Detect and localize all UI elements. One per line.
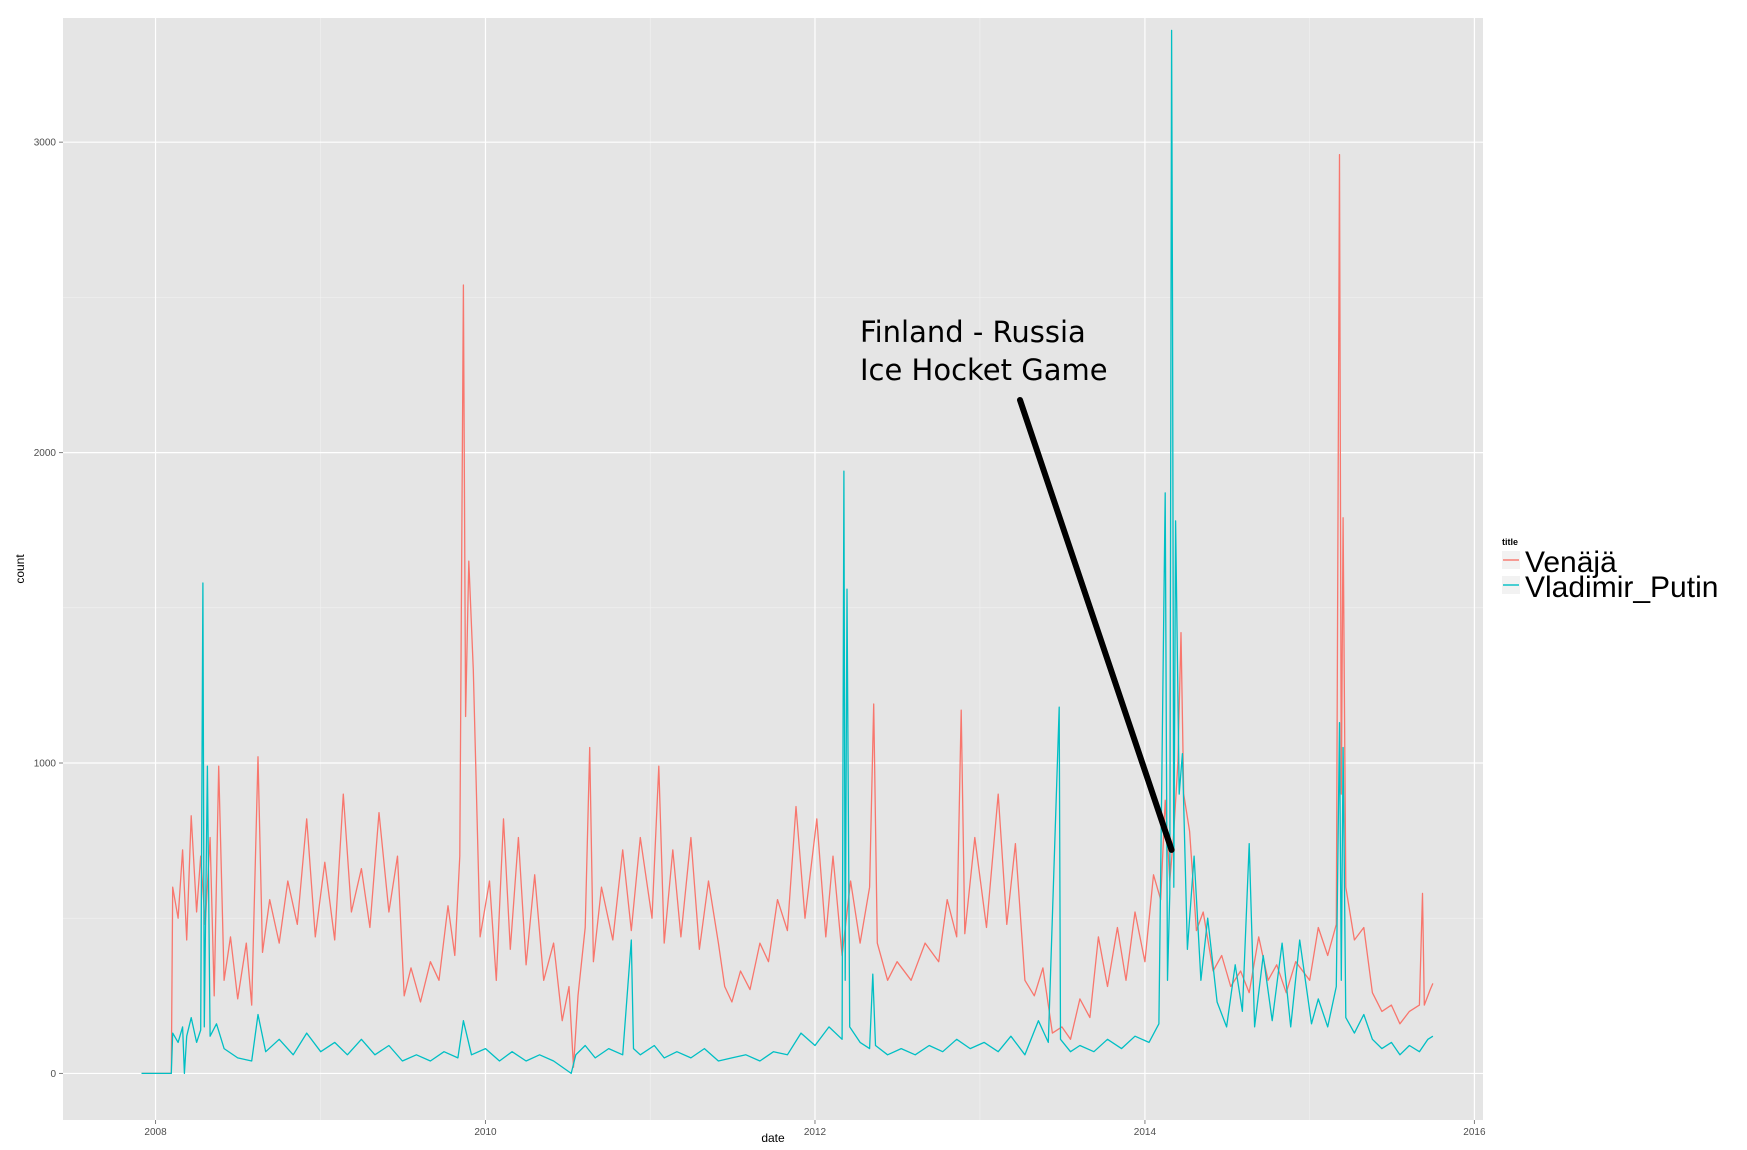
annotation-line-2: Ice Hocket Game [860, 353, 1108, 387]
legend-title: title [1502, 537, 1518, 547]
plot-panel [63, 18, 1483, 1120]
x-axis-title: date [761, 1131, 785, 1145]
annotation-line-1: Finland - Russia [860, 315, 1086, 349]
legend-item-venaja: Venäjä [1502, 546, 1617, 579]
series-line-venaja [141, 153, 1434, 1075]
y-tick-label: 2000 [34, 448, 57, 459]
series-layer [141, 29, 1434, 1075]
y-axis-title: count [13, 554, 27, 584]
legend-label-venaja: Venäjä [1525, 546, 1617, 579]
x-tick-label: 2014 [1134, 1127, 1157, 1138]
y-tick-label: 3000 [34, 138, 57, 149]
x-tick-label: 2010 [474, 1127, 497, 1138]
grid-layer [63, 18, 1483, 1120]
legend-item-vladimir-putin: Vladimir_Putin [1502, 571, 1718, 604]
legend-label-vladimir-putin: Vladimir_Putin [1525, 571, 1718, 604]
y-tick-label: 1000 [34, 759, 57, 770]
x-tick-label: 2008 [144, 1127, 167, 1138]
annotation: Finland - Russia Ice Hocket Game [860, 315, 1175, 853]
series-line-vladimir-putin [141, 29, 1434, 1075]
tick-layer: 0 1000 2000 3000 2008 2010 2012 2014 2016 [34, 138, 1486, 1138]
legend: title Venäjä Vladimir_Putin [1502, 537, 1718, 604]
x-tick-label: 2016 [1463, 1127, 1486, 1138]
y-tick-label: 0 [50, 1069, 56, 1080]
x-tick-label: 2012 [804, 1127, 827, 1138]
annotation-arrow [1017, 397, 1175, 853]
